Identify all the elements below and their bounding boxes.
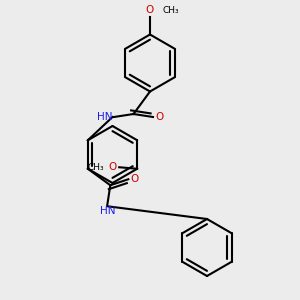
Text: CH₃: CH₃: [163, 6, 179, 15]
Text: O: O: [109, 162, 117, 172]
Text: HN: HN: [97, 112, 112, 122]
Text: O: O: [146, 5, 154, 15]
Text: HN: HN: [100, 206, 115, 216]
Text: O: O: [155, 112, 164, 122]
Text: O: O: [131, 174, 139, 184]
Text: CH₃: CH₃: [88, 163, 104, 172]
